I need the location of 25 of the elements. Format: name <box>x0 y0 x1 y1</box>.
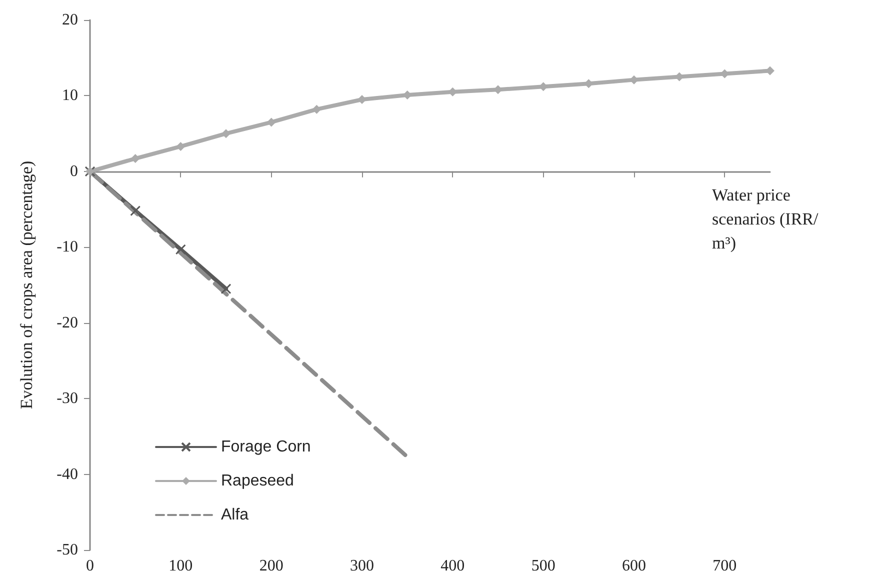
x-tick-label: 200 <box>259 558 284 574</box>
x-axis-title: Water price scenarios (IRR/m³) <box>712 186 818 252</box>
x-tick-label: 100 <box>168 558 193 574</box>
x-tick-label: 0 <box>86 558 94 574</box>
y-tick-label: -50 <box>56 542 78 558</box>
y-tick-label: -20 <box>56 314 78 332</box>
x-tick-label: 300 <box>350 558 374 574</box>
y-tick-label: 10 <box>62 87 78 104</box>
point <box>175 244 186 255</box>
x-tick-label: 600 <box>622 558 646 574</box>
x-tick-label: 700 <box>712 558 737 574</box>
y-tick-label: 20 <box>62 12 78 28</box>
x-tick-label: 400 <box>440 558 465 574</box>
y-tick-label: -40 <box>56 466 78 483</box>
x-tick-label: 500 <box>531 558 556 574</box>
legend-label: Rapeseed <box>221 472 294 490</box>
point <box>220 284 232 294</box>
point <box>222 129 230 138</box>
y-tick-label: -10 <box>56 238 78 256</box>
legend-label: Alfa <box>221 506 249 524</box>
y-tick-label: -30 <box>56 390 78 408</box>
point <box>130 206 141 216</box>
y-axis-title: Evolution of crops area (percentage) <box>17 160 36 410</box>
legend-label: Forage Corn <box>221 438 311 456</box>
y-tick-label: 0 <box>70 162 78 180</box>
